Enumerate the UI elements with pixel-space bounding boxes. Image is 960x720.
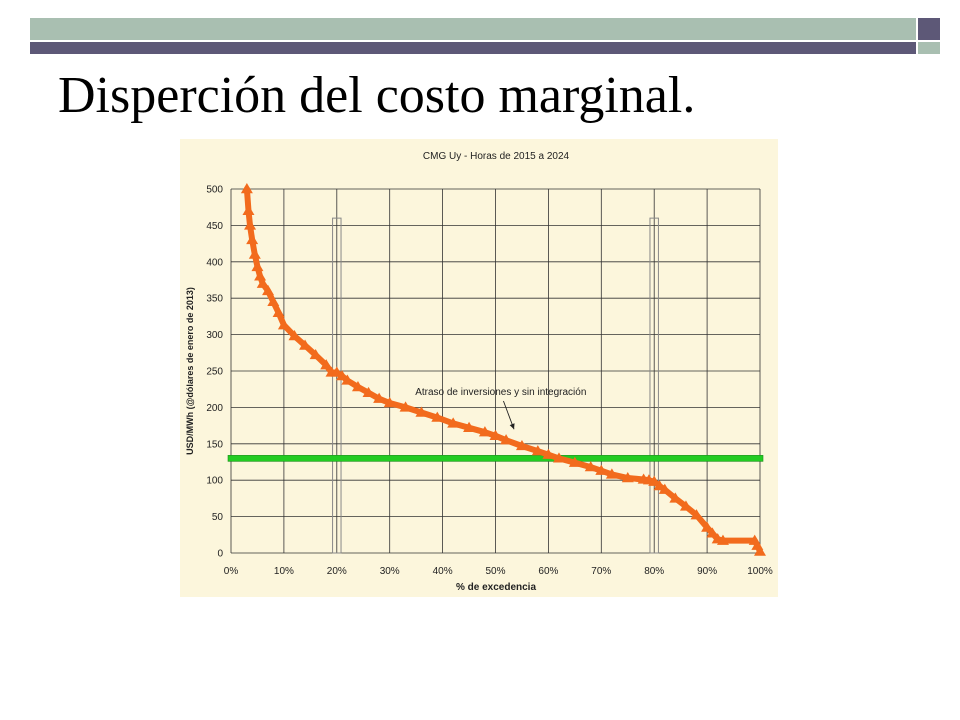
header-bar-light xyxy=(30,18,916,40)
data-point xyxy=(309,348,322,360)
data-point xyxy=(431,411,444,422)
data-point xyxy=(415,406,428,417)
y-tick-label: 250 xyxy=(206,367,223,378)
data-point xyxy=(478,426,491,437)
data-point xyxy=(272,306,285,317)
series-line xyxy=(243,186,763,555)
x-axis-label: % de excedencia xyxy=(456,582,536,593)
y-tick-label: 300 xyxy=(206,330,223,341)
data-point xyxy=(399,401,412,412)
data-point xyxy=(605,468,618,479)
data-point xyxy=(754,545,766,556)
data-point xyxy=(383,397,396,408)
x-tick-label: 70% xyxy=(591,566,611,577)
data-point xyxy=(500,434,513,445)
x-tick-label: 0% xyxy=(224,566,239,577)
slide-title: Disperción del costo marginal. xyxy=(58,67,696,124)
y-tick-label: 100 xyxy=(206,476,223,487)
x-tick-label: 60% xyxy=(538,566,558,577)
data-point xyxy=(246,233,259,245)
chart-svg: CMG Uy - Horas de 2015 a 2024 0 50 100 150 2… xyxy=(185,151,773,593)
data-point xyxy=(568,456,581,467)
data-point xyxy=(277,319,290,330)
data-point xyxy=(552,452,565,463)
chart-panel: CMG Uy - Horas de 2015 a 2024 0 50 100 150 2… xyxy=(180,139,778,597)
y-tick-label: 350 xyxy=(206,294,223,305)
data-point xyxy=(595,464,608,475)
data-point xyxy=(669,492,682,503)
annotation-label: Atraso de inversiones y sin integración xyxy=(415,387,586,398)
x-tick-label: 40% xyxy=(433,566,453,577)
highlight-bands xyxy=(332,217,659,554)
highlight-band xyxy=(332,217,342,554)
data-point xyxy=(351,381,364,392)
data-point xyxy=(299,339,312,350)
data-point xyxy=(489,429,502,440)
data-point xyxy=(679,500,692,511)
data-point xyxy=(248,248,261,259)
y-tick-label: 0 xyxy=(217,549,223,560)
x-tick-label: 10% xyxy=(274,566,294,577)
header-bar-dark xyxy=(30,42,916,54)
data-point xyxy=(244,219,257,230)
data-point xyxy=(362,386,375,398)
series-group xyxy=(240,183,766,556)
data-point xyxy=(288,330,301,341)
x-tick-label: 20% xyxy=(327,566,347,577)
data-point xyxy=(256,277,269,288)
x-tick-label: 50% xyxy=(485,566,505,577)
y-tick-label: 450 xyxy=(206,221,223,232)
data-point xyxy=(621,472,634,483)
reference-line-group xyxy=(227,455,764,462)
data-point xyxy=(716,534,729,545)
data-point xyxy=(262,284,275,296)
data-point xyxy=(542,448,555,459)
x-tick-label: 100% xyxy=(747,566,773,577)
data-point xyxy=(373,392,386,403)
y-tick-label: 500 xyxy=(206,185,223,196)
data-point xyxy=(251,260,264,272)
data-point xyxy=(447,417,460,428)
y-tick-label: 150 xyxy=(206,439,223,450)
x-tick-label: 90% xyxy=(697,566,717,577)
data-point xyxy=(515,439,528,451)
y-tick-label: 400 xyxy=(206,257,223,268)
y-tick-label: 50 xyxy=(212,512,224,523)
data-point xyxy=(267,295,280,307)
chart-title: CMG Uy - Horas de 2015 a 2024 xyxy=(423,151,570,162)
x-tick-label: 80% xyxy=(644,566,664,577)
data-point xyxy=(320,359,333,370)
data-point xyxy=(341,374,354,385)
data-point xyxy=(658,483,671,494)
data-point xyxy=(531,445,544,456)
y-axis-label: USD/MWh (@dólares de enero de 2013) xyxy=(185,287,195,455)
data-point xyxy=(254,270,267,281)
grid-lines xyxy=(230,188,761,554)
header-square-light xyxy=(918,42,940,54)
data-point xyxy=(584,461,597,472)
annotation-group: Atraso de inversiones y sin integración xyxy=(415,387,586,430)
tick-labels: 0 50 100 150 200 250 300 350 400 450 500 0% 10% 20% 30… xyxy=(206,185,773,578)
data-point xyxy=(706,527,719,538)
x-tick-label: 30% xyxy=(380,566,400,577)
data-point xyxy=(690,509,703,520)
reference-line xyxy=(227,455,764,462)
y-tick-label: 200 xyxy=(206,403,223,414)
data-point xyxy=(648,475,661,486)
data-point xyxy=(242,204,255,216)
highlight-band xyxy=(649,217,659,554)
data-point xyxy=(240,183,253,194)
header-square-dark xyxy=(918,18,940,40)
data-point xyxy=(336,370,349,381)
data-point xyxy=(463,421,476,432)
annotation-arrowhead xyxy=(509,423,515,430)
data-point xyxy=(701,521,714,532)
